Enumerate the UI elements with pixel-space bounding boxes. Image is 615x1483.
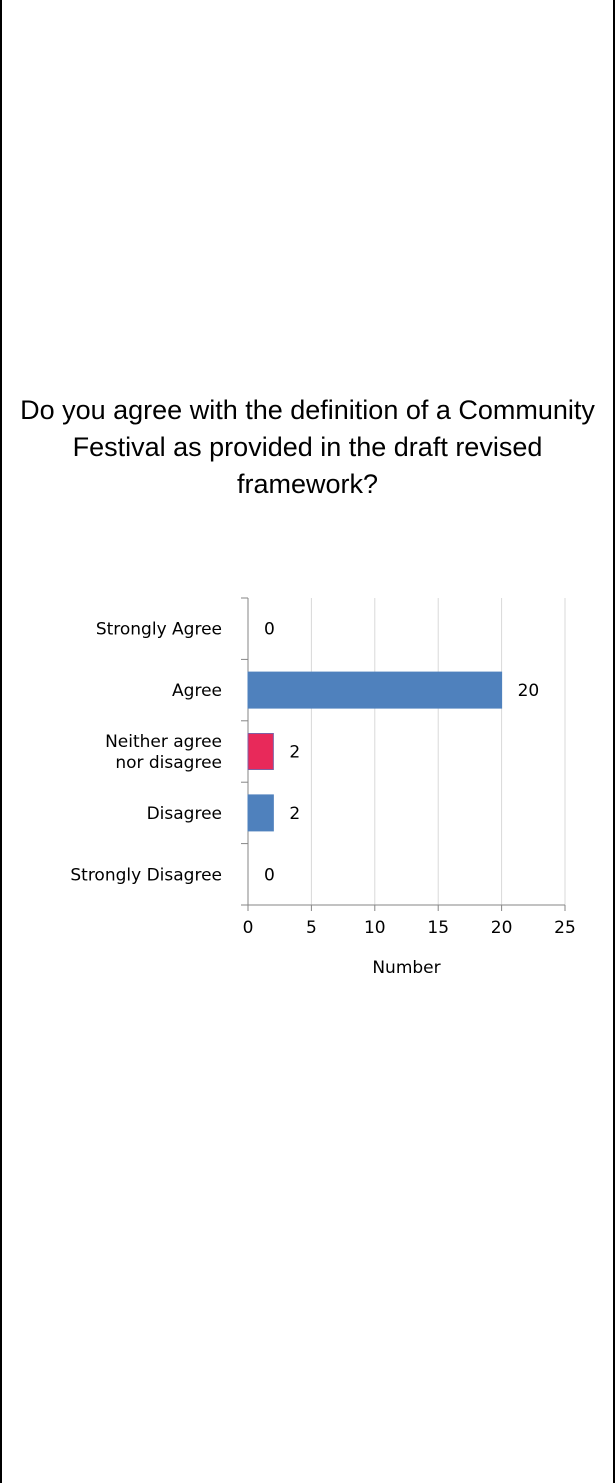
category-label: Strongly Agree	[96, 620, 222, 640]
data-label: 2	[289, 804, 300, 824]
data-label: 0	[264, 620, 275, 640]
category-label: Agree	[172, 681, 222, 701]
x-tick-label: 5	[306, 918, 317, 938]
x-tick-label: 0	[243, 918, 254, 938]
x-tick-label: 25	[554, 918, 576, 938]
category-label: Neither agree nor disagree	[105, 732, 222, 773]
bar	[247, 671, 503, 709]
data-label: 20	[518, 681, 540, 701]
data-label: 0	[264, 865, 275, 885]
category-label: Strongly Disagree	[70, 865, 222, 885]
bar	[247, 794, 274, 832]
category-label: Disagree	[147, 804, 222, 824]
x-tick-label: 15	[427, 918, 449, 938]
chart-title: Do you agree with the definition of a Co…	[20, 395, 595, 499]
x-tick-label: 10	[364, 918, 386, 938]
data-label: 2	[289, 743, 300, 763]
x-tick-label: 20	[491, 918, 513, 938]
bar	[247, 733, 274, 770]
x-axis-title: Number	[372, 958, 440, 978]
